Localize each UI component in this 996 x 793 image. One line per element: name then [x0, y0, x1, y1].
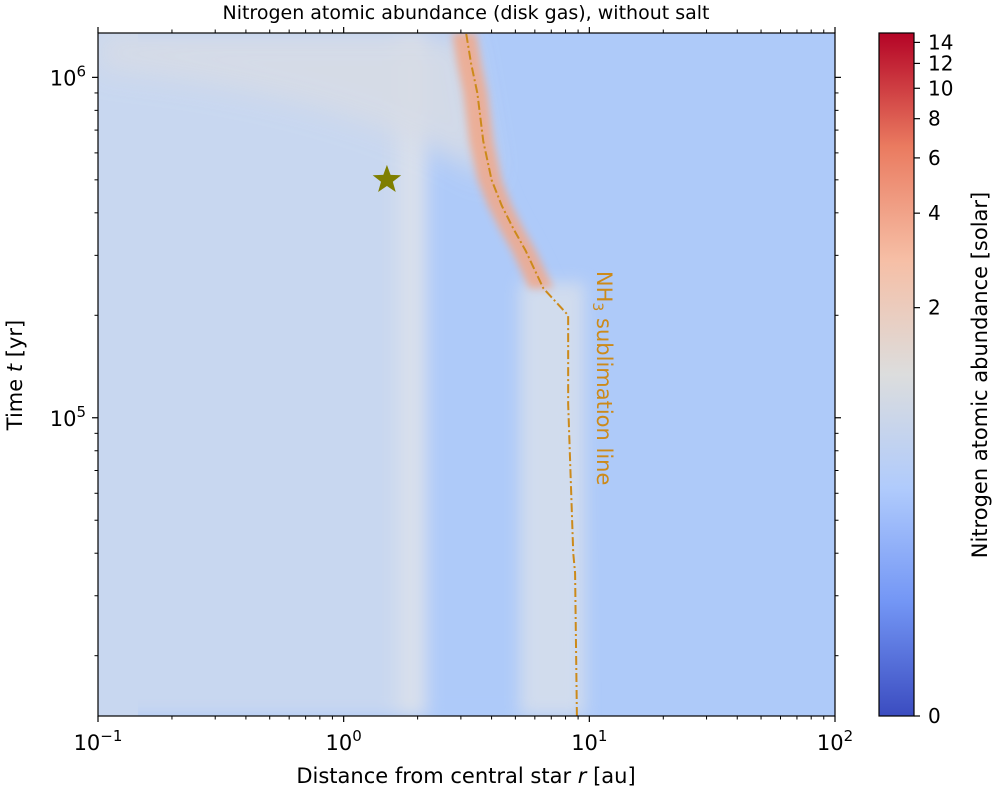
inner-edge-fill	[98, 33, 138, 716]
colorbar-tick-label: 10	[928, 76, 953, 100]
x-axis-label-pre: Distance from central star	[296, 764, 577, 788]
x-axis: 10−1 100 101 102	[74, 27, 853, 755]
colorbar-label: Nitrogen atomic abundance [solar]	[968, 192, 992, 558]
sublimation-label-subscript: 3	[589, 302, 605, 311]
y-axis-label-pre: Time	[3, 372, 27, 431]
sublimation-label-nh: NH	[592, 271, 616, 303]
colorbar-tick-label: 2	[928, 296, 941, 320]
heatmap-area	[98, 33, 835, 716]
colorbar-tick-label: 6	[928, 146, 941, 170]
upper-enrichment-fan	[98, 33, 492, 180]
colorbar-tick-label: 8	[928, 107, 941, 131]
colorbar-gradient	[878, 32, 915, 717]
sublimation-label-text: sublimation line	[592, 311, 616, 485]
x-axis-label: Distance from central star r [au]	[296, 764, 635, 788]
y-tick-label: 106	[50, 62, 86, 90]
y-axis-label: Time t [yr]	[3, 320, 27, 431]
sublimation-line-label: NH3 sublimation line	[589, 271, 616, 485]
y-axis: 105 106	[50, 62, 841, 657]
x-tick-label: 102	[817, 727, 853, 755]
y-axis-label-var: t	[3, 363, 27, 372]
inner-disk-region	[98, 33, 583, 716]
x-tick-label: 100	[326, 727, 362, 755]
x-axis-label-post: [au]	[586, 764, 635, 788]
colorbar-tick-label: 14	[928, 30, 953, 54]
y-axis-label-post: [yr]	[3, 320, 27, 364]
y-tick-label: 105	[50, 403, 86, 431]
star-marker	[372, 164, 402, 192]
colorbar-tick-label: 0	[928, 704, 941, 728]
x-tick-label: 10−1	[74, 727, 123, 755]
plot-frame	[97, 32, 836, 717]
sublimation-line	[465, 32, 578, 717]
x-tick-label: 101	[571, 727, 607, 755]
chart-title: Nitrogen atomic abundance (disk gas), wi…	[222, 2, 709, 24]
front-band	[519, 282, 585, 716]
colorbar-tick-label: 4	[928, 201, 941, 225]
x-axis-label-var: r	[578, 764, 588, 788]
colorbar-tick-label: 12	[928, 51, 953, 75]
